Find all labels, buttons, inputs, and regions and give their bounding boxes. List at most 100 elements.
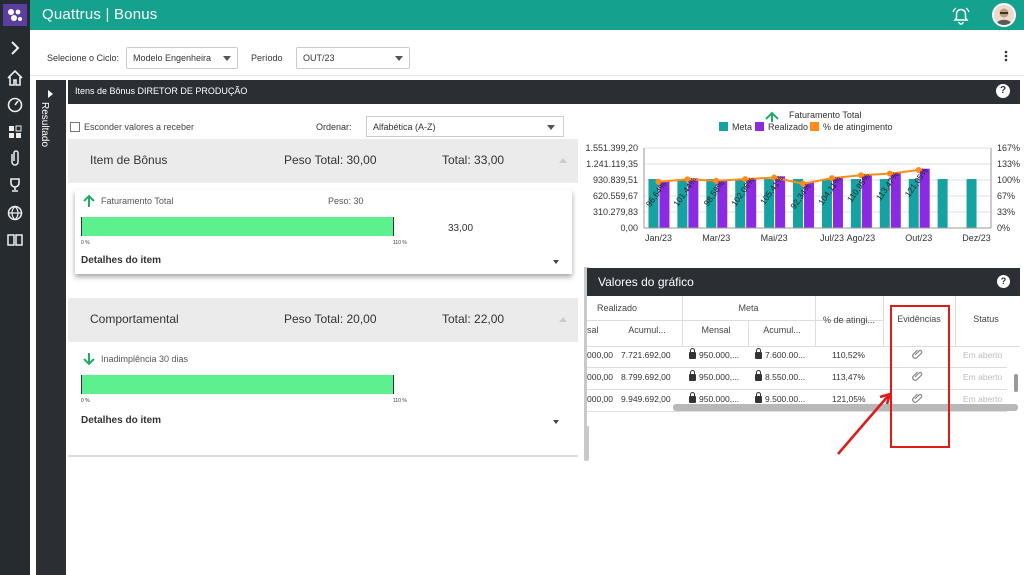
row-divider xyxy=(587,389,1007,390)
col-meta-acum: Acumul... xyxy=(763,325,801,335)
cell-status: Em aberto xyxy=(963,350,1003,360)
app-title: Quattrus | Bonus xyxy=(42,6,158,23)
app-rail xyxy=(0,0,30,575)
point-atingimento xyxy=(742,176,749,183)
values-header: Valores do gráfico ? xyxy=(587,268,1020,296)
bell-icon[interactable] xyxy=(950,4,972,26)
y-right-tick-label: 133% xyxy=(997,159,1020,169)
col-group-realizado: Realizado xyxy=(596,303,638,313)
bar-meta xyxy=(908,179,919,228)
cell-real-acum: 8.799.692,00 xyxy=(621,372,671,382)
chevron-down-icon xyxy=(547,125,555,130)
chevron-right-icon[interactable] xyxy=(5,38,25,58)
cell-pct: 113,47% xyxy=(832,372,865,382)
bar-meta xyxy=(850,179,861,228)
point-atingimento xyxy=(655,178,662,185)
logo-icon[interactable] xyxy=(3,4,27,26)
hide-values-label: Esconder valores a receber xyxy=(84,122,195,132)
y-left-tick-label: 1.551.399,20 xyxy=(585,143,638,153)
avatar[interactable] xyxy=(992,3,1016,27)
x-tick-label: Ago/23 xyxy=(847,233,876,243)
cell-meta-acum: 8.550.00... xyxy=(755,370,805,382)
red-arrow-icon xyxy=(837,392,892,455)
bar-meta xyxy=(821,179,832,228)
line-atingimento xyxy=(658,168,919,185)
section-peso: Peso Total: 30,00 xyxy=(284,153,377,167)
x-tick-label: Jan/23 xyxy=(645,233,672,243)
bar-meta xyxy=(879,179,890,228)
book-icon[interactable] xyxy=(5,230,25,250)
trophy-icon[interactable] xyxy=(5,175,25,195)
section-header[interactable]: Item de Bônus Peso Total: 30,00 Total: 3… xyxy=(68,139,578,183)
x-tick-label: Jul/23 xyxy=(820,233,844,243)
paperclip-icon[interactable] xyxy=(911,392,923,404)
y-left-tick-label: 930.839,51 xyxy=(593,175,638,185)
item-peso: Peso: 30 xyxy=(328,196,364,206)
cell-meta-mensal: 950.000,... xyxy=(689,370,739,382)
point-atingimento xyxy=(800,180,807,187)
order-select[interactable]: Alfabética (A-Z) xyxy=(366,116,564,137)
x-tick-label: Mar/23 xyxy=(702,233,730,243)
bar-realizado xyxy=(717,179,728,228)
arrow-down-icon xyxy=(83,353,95,366)
chevron-down-icon[interactable] xyxy=(553,420,559,424)
divider xyxy=(883,296,884,346)
globe-icon[interactable] xyxy=(5,203,25,223)
item-details-link[interactable]: Detalhes do item xyxy=(81,415,162,426)
progress-max-label: 110 % xyxy=(393,240,407,246)
chevron-down-icon xyxy=(395,56,403,61)
divider xyxy=(587,346,1020,347)
collapse-icon[interactable] xyxy=(559,317,567,322)
cycle-select[interactable]: Modelo Engenheira xyxy=(126,47,238,69)
progress-min-label: 0 % xyxy=(81,398,90,404)
y-left-tick-label: 310.279,83 xyxy=(593,207,638,217)
bar-realizado xyxy=(659,180,670,228)
bar-meta xyxy=(966,179,977,228)
expand-icon xyxy=(48,90,53,98)
table-vscrollbar[interactable] xyxy=(1014,374,1018,392)
collapse-icon[interactable] xyxy=(559,158,567,163)
lock-icon xyxy=(689,392,696,403)
lock-icon xyxy=(755,348,762,359)
bar-realizado xyxy=(746,178,757,228)
chevron-down-icon[interactable] xyxy=(553,260,559,264)
item-details-link[interactable]: Detalhes do item xyxy=(81,255,162,266)
cell-meta-mensal: 950.000,... xyxy=(689,348,739,360)
x-tick-label: Dez/23 xyxy=(962,233,991,243)
arrow-up-icon xyxy=(765,111,779,122)
values-table: Realizado Meta sal Acumul... Mensal Acum… xyxy=(587,296,1020,426)
bar-meta xyxy=(677,179,688,228)
y-right-tick-label: 100% xyxy=(997,175,1020,185)
values-title: Valores do gráfico xyxy=(598,275,694,289)
section-header[interactable]: Comportamental Peso Total: 20,00 Total: … xyxy=(68,298,578,342)
left-scrollbar[interactable] xyxy=(584,116,589,461)
y-left-tick-label: 0,00 xyxy=(620,223,638,233)
y-right-tick-label: 67% xyxy=(997,191,1015,201)
grid-icon[interactable] xyxy=(5,122,25,142)
more-options-icon[interactable] xyxy=(1004,50,1008,62)
col-real-acum: Acumul... xyxy=(628,325,666,335)
legend-label: % de atingimento xyxy=(823,122,893,132)
resultado-sidebar[interactable]: Resultado xyxy=(36,80,66,575)
col-meta-mensal: Mensal xyxy=(701,325,731,335)
paperclip-icon[interactable] xyxy=(911,370,923,382)
table-hscrollbar[interactable] xyxy=(673,404,1018,411)
y-right-tick-label: 167% xyxy=(997,143,1020,153)
filter-bar: Selecione o Ciclo: Modelo Engenheira Per… xyxy=(30,30,1024,76)
period-select[interactable]: OUT/23 xyxy=(296,47,410,69)
dashboard-icon[interactable] xyxy=(5,95,25,115)
cell-real-acum: 7.721.692,00 xyxy=(621,350,671,360)
cell-status: Em aberto xyxy=(963,372,1003,382)
hide-values-checkbox[interactable] xyxy=(70,122,80,132)
item-name: Inadimplência 30 dias xyxy=(101,354,189,364)
help-icon[interactable]: ? xyxy=(996,84,1010,98)
home-icon[interactable] xyxy=(5,68,25,88)
attachment-icon[interactable] xyxy=(5,148,25,168)
progress-max-label: 110 % xyxy=(393,398,407,404)
bonus-items-panel: Esconder valores a receber Ordenar: Alfa… xyxy=(68,104,589,575)
help-icon[interactable]: ? xyxy=(997,275,1010,288)
row-divider xyxy=(587,367,1007,368)
paperclip-icon[interactable] xyxy=(911,348,923,360)
section-name: Comportamental xyxy=(90,312,179,326)
divider xyxy=(815,296,816,346)
